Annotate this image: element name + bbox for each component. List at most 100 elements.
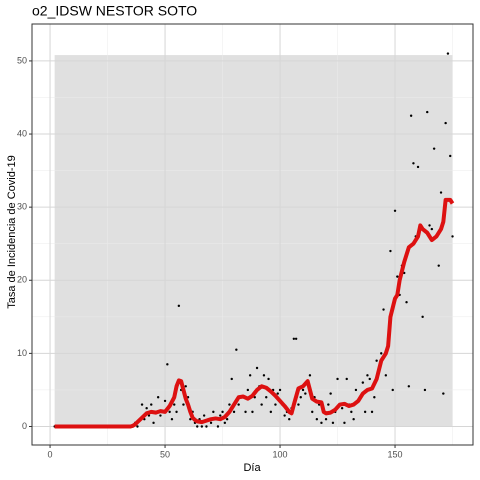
point: [361, 381, 365, 384]
point: [329, 392, 332, 395]
point: [225, 417, 229, 421]
point: [136, 425, 139, 428]
point: [421, 315, 424, 319]
point: [451, 235, 454, 238]
point: [426, 110, 429, 114]
point: [391, 388, 394, 392]
point: [373, 396, 376, 399]
point: [235, 348, 238, 351]
point: [196, 425, 199, 428]
point: [327, 403, 330, 406]
point: [265, 396, 268, 399]
point: [416, 165, 420, 169]
point: [159, 414, 162, 417]
point: [262, 374, 266, 377]
chart-title: o2_IDSW NESTOR SOTO: [32, 3, 197, 19]
x-tick-label: 0: [48, 449, 53, 459]
point: [170, 417, 174, 421]
point: [389, 249, 392, 253]
point: [343, 421, 346, 425]
point: [428, 224, 431, 227]
point: [336, 377, 339, 381]
point: [366, 374, 369, 377]
point: [439, 191, 443, 194]
point: [156, 396, 160, 399]
point: [216, 425, 220, 428]
point: [175, 410, 178, 414]
point: [340, 407, 344, 410]
point: [182, 403, 185, 406]
point: [301, 388, 305, 392]
point: [396, 275, 399, 278]
y-tick-label: 30: [17, 202, 27, 212]
point: [173, 403, 176, 406]
point: [251, 410, 254, 414]
point: [375, 359, 378, 362]
y-axis-title: Tasa de Incidencia de Covid-19: [6, 155, 18, 308]
point: [140, 403, 144, 406]
point: [219, 414, 222, 417]
point: [255, 366, 259, 370]
point: [370, 410, 374, 414]
point: [354, 388, 358, 392]
point: [382, 308, 385, 311]
point: [449, 154, 452, 158]
point: [209, 421, 213, 425]
point: [442, 392, 445, 395]
point: [352, 417, 355, 421]
point: [430, 227, 434, 231]
point: [269, 410, 273, 414]
point: [294, 337, 298, 340]
point: [221, 410, 224, 414]
point: [205, 425, 208, 428]
point: [444, 121, 447, 125]
point: [363, 410, 367, 414]
point: [308, 374, 312, 377]
x-axis-title: Día: [243, 462, 261, 474]
point: [278, 388, 282, 392]
point: [423, 388, 427, 392]
point: [405, 301, 408, 304]
point: [246, 388, 250, 392]
point: [283, 414, 286, 417]
x-tick-label: 150: [388, 449, 403, 459]
point: [152, 421, 155, 425]
point: [276, 392, 279, 395]
point: [177, 304, 181, 308]
point: [248, 374, 252, 377]
band: [54, 55, 453, 427]
y-tick-label: 40: [17, 128, 27, 138]
point: [368, 377, 371, 381]
y-tick-label: 50: [17, 55, 27, 65]
point: [304, 392, 307, 395]
point: [407, 385, 411, 388]
point: [202, 414, 206, 417]
point: [147, 414, 151, 417]
point: [166, 363, 169, 366]
x-tick-label: 50: [160, 449, 170, 459]
point: [168, 410, 171, 414]
point: [297, 403, 300, 406]
point: [380, 352, 383, 355]
point: [230, 377, 233, 381]
point: [267, 377, 270, 381]
point: [384, 374, 388, 377]
point: [145, 407, 148, 410]
point: [320, 421, 323, 425]
x-tick-label: 100: [273, 449, 288, 459]
point: [299, 396, 302, 399]
point: [200, 425, 204, 428]
point: [331, 421, 335, 425]
point: [237, 403, 240, 406]
y-tick-label: 10: [17, 348, 27, 358]
smooth-line: [54, 197, 455, 429]
panel-border: [31, 23, 474, 446]
point: [311, 410, 314, 414]
point: [292, 337, 296, 340]
point: [345, 377, 348, 381]
point: [274, 403, 277, 406]
point: [350, 410, 353, 414]
point: [315, 417, 319, 421]
point: [432, 147, 436, 150]
